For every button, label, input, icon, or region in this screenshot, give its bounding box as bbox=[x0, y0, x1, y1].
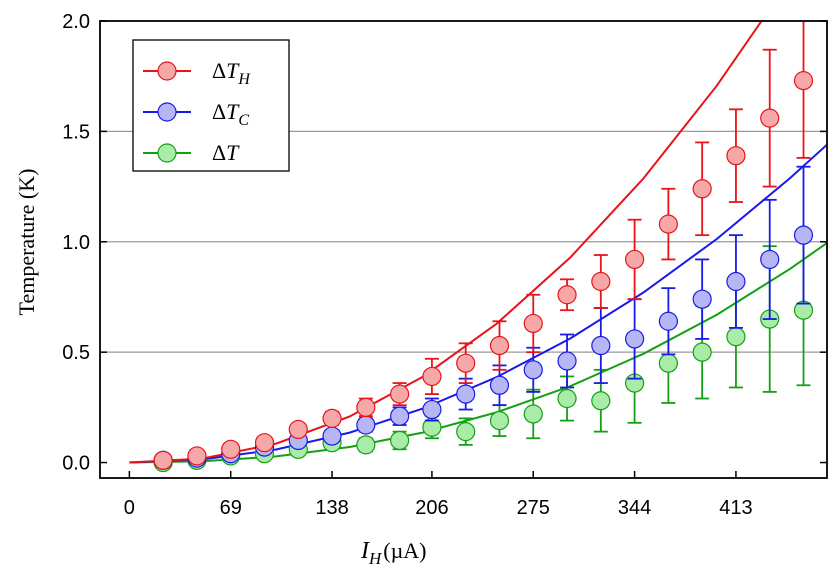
plot-frame bbox=[99, 20, 828, 479]
data-point bbox=[390, 384, 410, 404]
y-tick-label: 0.0 bbox=[62, 453, 90, 475]
data-point bbox=[591, 271, 611, 292]
data-point bbox=[390, 406, 410, 426]
y-axis-label: Temperature (K) bbox=[14, 169, 39, 316]
data-point bbox=[356, 435, 376, 455]
data-point bbox=[356, 397, 376, 417]
data-point bbox=[153, 450, 173, 470]
data-point bbox=[726, 146, 746, 166]
y-tick-label: 1.5 bbox=[62, 121, 90, 143]
series-1 bbox=[153, 165, 814, 470]
x-axis-label-unit: (µA) bbox=[383, 538, 426, 563]
data-point bbox=[288, 419, 308, 440]
data-point bbox=[322, 426, 342, 446]
x-axis-label-main: I bbox=[360, 538, 370, 564]
data-point bbox=[456, 384, 476, 404]
data-point bbox=[625, 249, 645, 270]
legend-label: ΔTC bbox=[212, 99, 249, 129]
data-point bbox=[692, 289, 712, 309]
y-tick-label: 0.5 bbox=[62, 342, 90, 364]
y-tick-label: 1.0 bbox=[62, 232, 90, 254]
data-point bbox=[658, 214, 678, 234]
legend-marker bbox=[157, 102, 177, 122]
x-tick-label: 138 bbox=[315, 497, 348, 519]
data-point bbox=[793, 225, 814, 245]
series-layer bbox=[129, 21, 827, 473]
data-point bbox=[489, 410, 510, 431]
data-point bbox=[692, 179, 712, 199]
data-point bbox=[726, 327, 746, 347]
legend-box bbox=[132, 39, 290, 172]
data-point bbox=[658, 311, 678, 331]
axis-ticks: 0 69 138 206 275 344 413 0.0 0.5 1.0 1.5 2.0 bbox=[62, 11, 827, 519]
data-point bbox=[356, 415, 376, 435]
data-point bbox=[523, 404, 543, 424]
data-point bbox=[591, 335, 611, 356]
legend-marker bbox=[157, 61, 177, 81]
series-2 bbox=[153, 234, 814, 473]
series-0 bbox=[153, 21, 814, 470]
x-tick-label: 413 bbox=[719, 497, 752, 519]
data-point bbox=[254, 433, 275, 453]
data-point bbox=[557, 388, 577, 409]
data-point bbox=[726, 271, 746, 292]
x-tick-label: 206 bbox=[415, 497, 448, 519]
x-axis-label: IH(µA) bbox=[360, 538, 427, 568]
data-point bbox=[625, 329, 645, 349]
data-point bbox=[456, 353, 476, 373]
x-tick-label: 344 bbox=[618, 497, 651, 519]
data-point bbox=[523, 313, 543, 334]
data-point bbox=[422, 399, 442, 420]
y-tick-label: 2.0 bbox=[62, 11, 90, 33]
legend-label: ΔT bbox=[212, 140, 240, 165]
data-point bbox=[523, 360, 543, 380]
data-point bbox=[793, 71, 814, 91]
data-point bbox=[760, 249, 780, 270]
legend-marker bbox=[157, 143, 177, 163]
data-point bbox=[422, 366, 442, 387]
data-point bbox=[221, 439, 241, 459]
data-point bbox=[557, 351, 577, 371]
data-point bbox=[591, 391, 611, 411]
data-point bbox=[692, 342, 712, 362]
fit-line-1 bbox=[129, 143, 827, 464]
data-point bbox=[489, 335, 510, 356]
data-point bbox=[658, 353, 678, 373]
x-axis-label-sub: H bbox=[368, 549, 383, 568]
x-tick-label: 275 bbox=[517, 497, 550, 519]
data-point bbox=[322, 408, 342, 428]
legend-label: ΔTH bbox=[212, 58, 251, 88]
data-point bbox=[489, 375, 510, 395]
x-tick-label: 0 bbox=[124, 497, 135, 519]
data-point bbox=[557, 285, 577, 305]
data-point bbox=[760, 108, 780, 128]
data-point bbox=[456, 422, 476, 442]
x-tick-label: 69 bbox=[220, 497, 242, 519]
data-point bbox=[390, 430, 410, 451]
data-point bbox=[187, 446, 207, 466]
fit-line-0 bbox=[129, 21, 763, 464]
legend: ΔTH ΔTC ΔT bbox=[132, 39, 290, 172]
